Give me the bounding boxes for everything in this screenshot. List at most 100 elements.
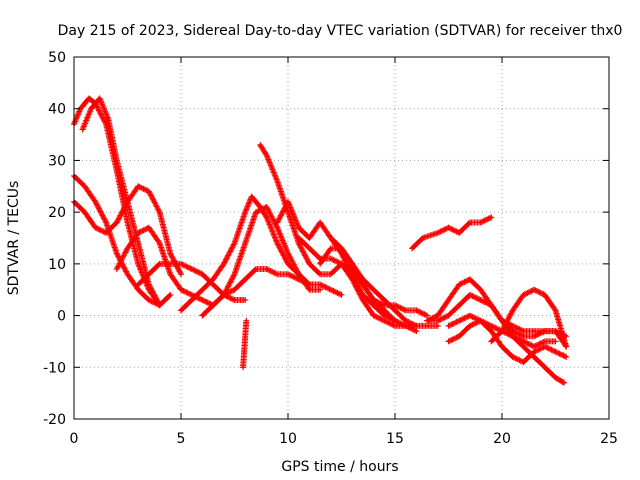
data-point bbox=[522, 360, 525, 364]
data-point bbox=[468, 221, 472, 224]
data-point bbox=[137, 262, 140, 266]
data-point bbox=[98, 97, 101, 100]
data-point bbox=[468, 293, 472, 297]
data-point bbox=[190, 267, 193, 271]
x-tick-label: 10 bbox=[279, 431, 297, 447]
data-point bbox=[137, 231, 140, 235]
data-point bbox=[233, 273, 236, 276]
x-tick-label: 0 bbox=[70, 431, 79, 447]
data-point bbox=[490, 216, 493, 219]
data-point bbox=[244, 210, 247, 214]
data-point bbox=[201, 288, 204, 291]
data-point bbox=[479, 319, 482, 322]
data-point bbox=[458, 304, 461, 307]
data-point bbox=[318, 283, 322, 286]
data-point bbox=[490, 340, 493, 343]
data-point bbox=[147, 273, 151, 276]
data-point bbox=[276, 273, 279, 276]
plot-frame bbox=[73, 56, 610, 420]
data-point bbox=[383, 314, 386, 317]
data-point bbox=[522, 340, 525, 343]
data-point bbox=[522, 293, 525, 297]
data-point bbox=[500, 345, 504, 348]
data-point bbox=[265, 154, 268, 157]
data-point bbox=[179, 288, 183, 291]
data-point bbox=[244, 278, 247, 281]
data-point bbox=[222, 293, 225, 297]
data-point bbox=[147, 190, 151, 193]
data-point bbox=[276, 241, 279, 245]
data-point bbox=[351, 273, 354, 276]
series-markers bbox=[409, 214, 495, 252]
y-tick-label: 40 bbox=[48, 102, 66, 118]
series-track-9 bbox=[210, 266, 345, 309]
data-point bbox=[479, 221, 482, 224]
series-markers bbox=[240, 317, 250, 371]
data-point bbox=[265, 267, 268, 271]
data-point bbox=[250, 195, 253, 198]
data-point bbox=[158, 304, 161, 307]
data-point bbox=[511, 324, 514, 328]
data-point bbox=[158, 262, 161, 266]
data-point bbox=[276, 226, 279, 229]
data-point bbox=[383, 304, 386, 307]
data-point bbox=[137, 185, 140, 188]
data-point bbox=[79, 107, 82, 110]
data-point bbox=[425, 314, 429, 317]
data-point bbox=[104, 221, 108, 224]
data-point bbox=[436, 319, 439, 322]
data-point bbox=[201, 273, 204, 276]
data-point bbox=[254, 210, 258, 214]
data-point bbox=[201, 298, 204, 302]
data-point bbox=[137, 241, 140, 245]
data-point bbox=[308, 236, 311, 240]
data-point bbox=[383, 298, 386, 302]
data-point bbox=[447, 226, 450, 229]
series-track-5 bbox=[113, 224, 217, 309]
data-point bbox=[479, 298, 482, 302]
data-point bbox=[297, 278, 300, 281]
y-tick-label: 30 bbox=[48, 153, 66, 169]
data-point bbox=[436, 314, 439, 317]
data-point bbox=[245, 319, 248, 322]
data-point bbox=[410, 247, 414, 250]
data-point bbox=[543, 366, 546, 369]
data-point bbox=[147, 283, 151, 286]
data-point bbox=[554, 329, 557, 333]
data-point bbox=[190, 298, 193, 302]
data-point bbox=[554, 340, 557, 343]
data-point bbox=[258, 143, 262, 147]
data-point bbox=[329, 257, 332, 260]
data-point bbox=[83, 210, 86, 214]
data-point bbox=[297, 273, 300, 276]
data-point bbox=[372, 288, 375, 291]
data-point bbox=[415, 309, 418, 312]
data-point bbox=[233, 298, 236, 302]
data-point bbox=[340, 262, 343, 266]
data-point bbox=[265, 205, 268, 209]
data-point bbox=[179, 309, 183, 312]
data-point bbox=[447, 298, 450, 302]
data-point bbox=[169, 262, 172, 266]
data-point bbox=[479, 288, 482, 291]
series-track-16 bbox=[409, 214, 495, 252]
series-track-22 bbox=[499, 317, 570, 350]
data-point bbox=[532, 350, 536, 353]
data-point bbox=[81, 128, 84, 131]
data-point bbox=[318, 288, 322, 291]
data-point bbox=[211, 304, 215, 307]
data-point bbox=[286, 200, 290, 203]
data-point bbox=[522, 335, 525, 338]
data-point bbox=[415, 324, 418, 328]
y-tick-label: 10 bbox=[48, 257, 66, 273]
data-point bbox=[447, 340, 450, 343]
data-point bbox=[393, 319, 397, 322]
data-point bbox=[87, 97, 91, 100]
x-tick-label: 5 bbox=[177, 431, 186, 447]
data-point bbox=[468, 314, 472, 317]
data-point bbox=[244, 241, 247, 245]
data-point bbox=[404, 309, 407, 312]
data-point bbox=[89, 107, 93, 110]
x-tick-label: 25 bbox=[600, 431, 618, 447]
data-point bbox=[458, 283, 461, 286]
